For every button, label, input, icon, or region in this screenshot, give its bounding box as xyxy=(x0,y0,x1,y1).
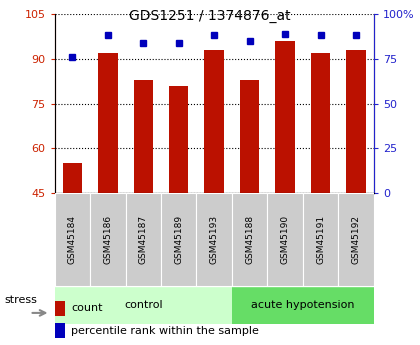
Bar xyxy=(303,193,339,286)
Bar xyxy=(240,80,260,193)
Bar xyxy=(63,163,82,193)
Text: acute hypotension: acute hypotension xyxy=(251,300,354,310)
Bar xyxy=(268,193,303,286)
Text: GDS1251 / 1374876_at: GDS1251 / 1374876_at xyxy=(129,9,291,23)
Bar xyxy=(55,323,66,338)
Bar xyxy=(205,50,224,193)
Bar xyxy=(55,193,90,286)
Text: GSM45184: GSM45184 xyxy=(68,215,77,264)
Bar xyxy=(197,193,232,286)
Bar xyxy=(276,41,295,193)
Text: control: control xyxy=(124,300,163,310)
Bar xyxy=(126,193,161,286)
Bar xyxy=(232,286,374,324)
Bar xyxy=(339,193,374,286)
Text: stress: stress xyxy=(4,295,37,305)
Text: GSM45191: GSM45191 xyxy=(316,215,325,264)
Text: GSM45188: GSM45188 xyxy=(245,215,254,264)
Bar xyxy=(90,193,126,286)
Text: GSM45187: GSM45187 xyxy=(139,215,148,264)
Bar xyxy=(161,193,197,286)
Bar xyxy=(134,80,153,193)
Text: count: count xyxy=(71,303,102,313)
Text: GSM45186: GSM45186 xyxy=(103,215,112,264)
Bar xyxy=(346,50,366,193)
Text: GSM45192: GSM45192 xyxy=(352,215,360,264)
Text: GSM45189: GSM45189 xyxy=(174,215,183,264)
Bar xyxy=(98,53,118,193)
Text: percentile rank within the sample: percentile rank within the sample xyxy=(71,326,259,336)
Text: GSM45193: GSM45193 xyxy=(210,215,219,264)
Bar xyxy=(232,193,268,286)
Text: GSM45190: GSM45190 xyxy=(281,215,290,264)
Bar xyxy=(169,86,189,193)
Bar xyxy=(55,286,232,324)
Bar xyxy=(311,53,331,193)
Bar xyxy=(55,301,66,316)
